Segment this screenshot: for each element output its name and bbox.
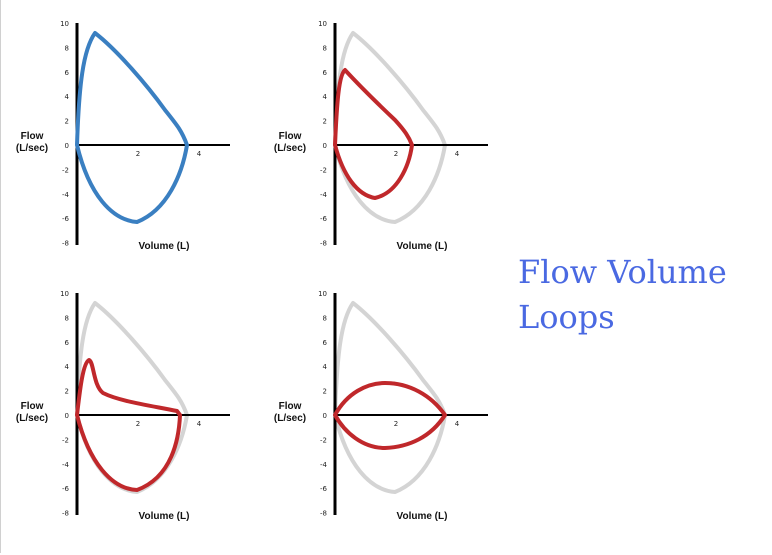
y-tick-label: 2 [323,118,327,126]
y-tick-label: 0 [65,142,69,150]
y-axis-label-line: (L/sec) [15,413,49,424]
panel-bottom-right: Flow (L/sec) 10 8 6 4 2 0 -2 -4 -6 -8 2 4 Volume (L) [268,285,518,555]
x-tick-label: 4 [455,150,460,158]
y-axis-label: Flow (L/sec) [10,401,54,425]
flow-volume-loop [333,68,414,200]
page-title: Flow Volume Loops [518,253,727,336]
y-axis-label-line: Flow [278,401,302,412]
y-axis-label-line: Flow [20,401,44,412]
y-tick-label: -4 [62,191,70,199]
y-tick-label: 6 [323,339,328,347]
y-axis-label-line: (L/sec) [15,143,49,154]
y-axis-label-line: Flow [20,131,44,142]
y-axis-label-line: (L/sec) [273,143,307,154]
y-tick-label: 10 [60,290,69,298]
x-axis-label: Volume (L) [397,241,448,252]
y-tick-label: 2 [323,388,327,396]
flow-volume-plot: 10 8 6 4 2 0 -2 -4 -6 -8 2 4 Volume (L) [318,20,488,252]
x-tick-label: 4 [197,420,202,428]
y-tick-label: 10 [60,20,69,28]
x-tick-label: 2 [394,420,398,428]
y-tick-label: -4 [320,191,328,199]
flow-volume-loop [75,358,182,492]
y-tick-label: 4 [65,93,70,101]
y-tick-label: -4 [320,461,328,469]
y-tick-label: 6 [323,69,328,77]
x-axis-label: Volume (L) [397,511,448,522]
x-tick-label: 4 [197,150,202,158]
y-axis-label: Flow (L/sec) [268,401,312,425]
y-tick-label: 0 [323,142,327,150]
y-tick-label: -6 [62,215,70,223]
reference-loop [75,301,189,494]
left-border [0,0,1,553]
x-tick-label: 2 [136,420,140,428]
y-tick-label: 6 [65,339,70,347]
flow-volume-plot: 10 8 6 4 2 0 -2 -4 -6 -8 2 4 Volume (L) [60,20,230,252]
y-tick-label: -4 [62,461,70,469]
y-tick-label: -2 [320,436,327,444]
panel-top-left: Flow (L/sec) 10 8 6 4 2 0 -2 -4 -6 -8 2 4 Volume (L) [10,15,260,285]
x-tick-label: 4 [455,420,460,428]
y-axis-label: Flow (L/sec) [10,131,54,155]
y-tick-label: -8 [62,510,69,518]
panel-bottom-left: Flow (L/sec) 10 8 6 4 2 0 -2 -4 -6 -8 2 4 Volume (L) [10,285,260,555]
flow-volume-plot: 10 8 6 4 2 0 -2 -4 -6 -8 2 4 Volume (L) [60,290,230,522]
x-axis-label: Volume (L) [139,241,190,252]
x-tick-label: 2 [136,150,140,158]
y-axis-label-line: Flow [278,131,302,142]
flow-volume-loop [75,31,189,224]
y-tick-label: 4 [65,363,70,371]
reference-loop [333,31,447,224]
x-tick-label: 2 [394,150,398,158]
panel-top-right: Flow (L/sec) 10 8 6 4 2 0 -2 -4 -6 -8 2 4 Volume (L) [268,15,518,285]
reference-loop [333,301,447,494]
y-tick-label: -2 [320,166,327,174]
flow-volume-loop [333,381,447,450]
y-tick-label: 8 [323,44,327,52]
y-tick-label: 8 [323,314,327,322]
y-tick-label: -6 [62,485,70,493]
y-axis-label: Flow (L/sec) [268,131,312,155]
y-tick-label: 2 [65,388,69,396]
y-tick-label: 4 [323,363,328,371]
y-tick-label: -6 [320,485,328,493]
y-tick-label: 8 [65,314,69,322]
y-tick-label: 0 [65,412,69,420]
y-tick-label: 0 [323,412,327,420]
y-axis-label-line: (L/sec) [273,413,307,424]
y-tick-label: -2 [62,166,69,174]
y-tick-label: 10 [318,20,327,28]
y-tick-label: -8 [320,240,327,248]
y-tick-label: -2 [62,436,69,444]
x-axis-label: Volume (L) [139,511,190,522]
y-tick-label: 2 [65,118,69,126]
y-tick-label: -6 [320,215,328,223]
y-tick-label: 10 [318,290,327,298]
y-tick-label: 4 [323,93,328,101]
y-tick-label: -8 [320,510,327,518]
y-tick-label: 6 [65,69,70,77]
y-tick-label: -8 [62,240,69,248]
flow-volume-plot: 10 8 6 4 2 0 -2 -4 -6 -8 2 4 Volume (L) [318,290,488,522]
y-tick-label: 8 [65,44,69,52]
